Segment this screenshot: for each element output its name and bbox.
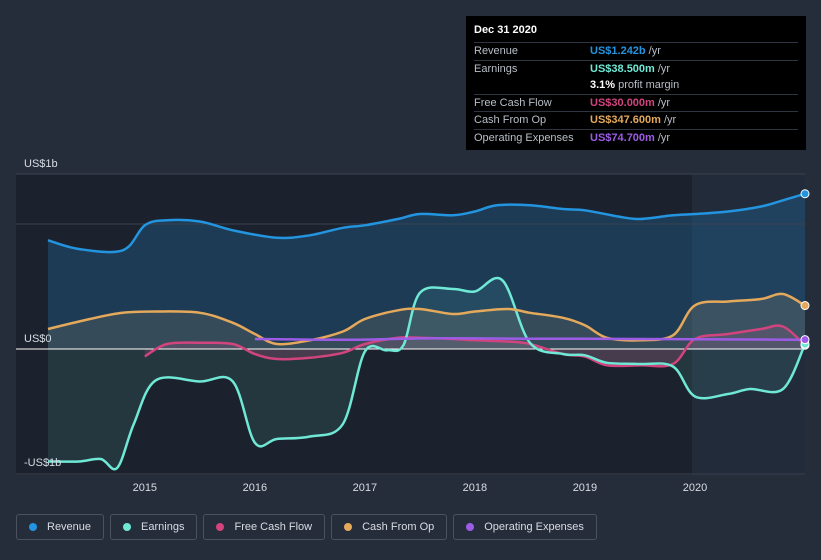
tooltip-value: US$1.242b [590, 45, 646, 58]
cash-from-op-end-point[interactable] [800, 301, 810, 311]
chart-area: US$1b US$0 -US$1b 2015 2016 2017 2018 2019 20… [16, 158, 810, 494]
tooltip-label: Free Cash Flow [474, 96, 552, 109]
earnings-line[interactable] [47, 276, 807, 471]
revenue-area [48, 193, 805, 349]
legend-item-revenue[interactable]: Revenue [16, 514, 105, 540]
x-tick-label: 2017 [353, 482, 377, 494]
tooltip-rows: Revenue US$1.242b/yr Earnings US$38.500m/yr… [474, 42, 798, 146]
tooltip: Dec 31 2020 Revenue US$1.242b/yr Earnings U… [466, 16, 806, 150]
tooltip-unit: /yr [663, 114, 677, 127]
legend-item-earnings[interactable]: Earnings [110, 514, 198, 540]
legend-item-operating-expenses[interactable]: Operating Expenses [453, 514, 597, 540]
tooltip-value: US$30.000m [590, 96, 655, 109]
cash-from-op-line[interactable] [47, 292, 806, 346]
tooltip-row: Cash From Op US$347.600m/yr [474, 111, 798, 129]
revenue-line[interactable] [47, 192, 806, 254]
x-tick-label: 2015 [133, 482, 157, 494]
tooltip-unit: /yr [657, 62, 671, 75]
legend-dot-icon [344, 523, 353, 531]
tooltip-date: Dec 31 2020 [474, 24, 537, 36]
tooltip-row: Earnings US$38.500m/yr [474, 59, 798, 78]
tooltip-label: Revenue [474, 45, 519, 58]
tooltip-unit: profit margin [618, 79, 680, 92]
legend-label: Earnings [141, 521, 185, 533]
tooltip-value: US$38.500m [590, 62, 655, 75]
free-cash-flow-area [144, 325, 806, 367]
tooltip-value: US$74.700m [590, 131, 655, 144]
tooltip-row: Revenue US$1.242b/yr [474, 42, 798, 60]
x-tick-label: 2018 [463, 482, 487, 494]
legend-label: Cash From Op [362, 521, 435, 533]
legend-label: Operating Expenses [484, 521, 584, 533]
tooltip-value: 3.1% [590, 79, 616, 92]
cash-from-op-area [48, 293, 805, 349]
legend-dot-icon [123, 523, 132, 531]
legend-dot-icon [466, 523, 475, 531]
tooltip-label: Operating Expenses [474, 131, 574, 144]
x-tick-label: 2016 [243, 482, 267, 494]
x-tick-label: 2019 [573, 482, 597, 494]
legend-item-cash-from-op[interactable]: Cash From Op [331, 514, 448, 540]
legend-label: Free Cash Flow [234, 521, 313, 533]
legend: Revenue Earnings Free Cash Flow Cash From O… [16, 514, 597, 540]
tooltip-value: US$347.600m [590, 114, 661, 127]
y-label-bottom: -US$1b [24, 457, 61, 469]
tooltip-row: Free Cash Flow US$30.000m/yr [474, 93, 798, 112]
legend-item-free-cash-flow[interactable]: Free Cash Flow [203, 514, 326, 540]
tooltip-unit: /yr [648, 45, 661, 58]
legend-dot-icon [216, 523, 225, 531]
y-label-top: US$1b [24, 158, 58, 170]
revenue-end-point[interactable] [800, 189, 810, 199]
tooltip-row: 3.1% profit margin [474, 77, 798, 94]
legend-dot-icon [29, 523, 37, 531]
y-label-zero: US$0 [24, 333, 52, 345]
x-tick-label: 2020 [683, 482, 707, 494]
tooltip-unit: /yr [657, 96, 671, 109]
tooltip-row: Operating Expenses US$74.700m/yr [474, 128, 798, 147]
tooltip-unit: /yr [657, 131, 671, 144]
operating-expenses-end-point[interactable] [800, 335, 810, 345]
operating-expenses-line[interactable] [254, 337, 806, 341]
tooltip-label: Earnings [474, 62, 518, 75]
legend-label: Revenue [47, 521, 92, 533]
tooltip-label: Cash From Op [474, 114, 547, 127]
